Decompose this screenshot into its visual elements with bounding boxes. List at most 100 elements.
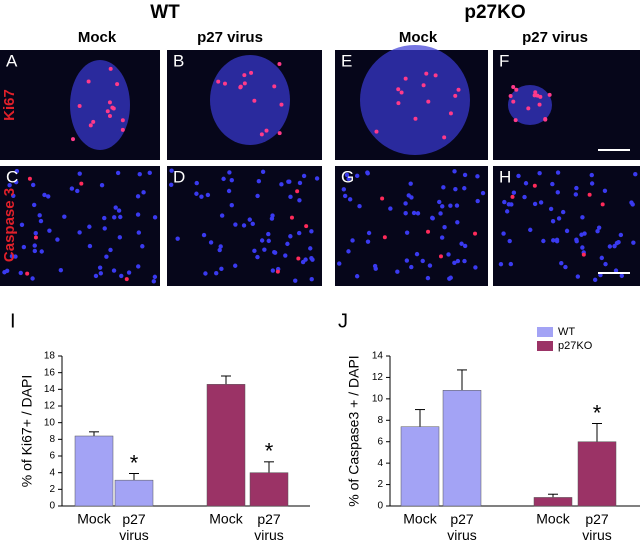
stain-dot (120, 118, 125, 123)
nucleus (550, 181, 555, 187)
nucleus (140, 244, 145, 249)
nucleus (346, 249, 351, 254)
stain-dot (433, 73, 438, 78)
y-tick-label: 16 (44, 367, 56, 378)
nucleus (427, 263, 433, 268)
nucleus (111, 268, 117, 273)
stain-dot (533, 90, 538, 95)
nucleus (266, 231, 271, 237)
stain-dot (289, 215, 294, 220)
nucleus (599, 255, 605, 261)
stain-dot (105, 109, 110, 114)
nucleus (346, 176, 351, 182)
nucleus (98, 271, 104, 276)
nucleus (112, 215, 117, 220)
nucleus (262, 247, 267, 252)
stain-dot (27, 176, 32, 181)
nucleus (602, 188, 608, 193)
stain-dot (111, 106, 116, 111)
nucleus (508, 261, 514, 267)
nucleus (47, 228, 52, 233)
nucleus (440, 204, 445, 209)
nucleus (151, 279, 156, 284)
stain-dot (396, 87, 401, 92)
nucleus (475, 198, 480, 204)
cell-cluster (360, 45, 470, 155)
nucleus (233, 222, 238, 227)
y-tick-label: 4 (49, 467, 55, 478)
stain-dot (514, 87, 519, 92)
x-tick-label: p27 virus (447, 511, 477, 543)
nucleus (403, 211, 408, 216)
nucleus (498, 261, 504, 267)
nucleus (442, 225, 447, 230)
stain-dot (279, 102, 284, 107)
nucleus (141, 190, 146, 195)
nucleus (279, 182, 284, 187)
nucleus (219, 266, 224, 272)
panel-letter: A (6, 51, 18, 70)
nucleus (168, 182, 174, 187)
stain-dot (33, 235, 38, 240)
stain-dot (396, 101, 401, 106)
panel-letter: F (499, 51, 509, 70)
group-title: WT (150, 2, 180, 23)
y-tick-label: 12 (44, 401, 56, 412)
nucleus (548, 206, 554, 212)
nucleus (255, 193, 260, 199)
nucleus (589, 172, 594, 178)
stain-dot (107, 100, 112, 105)
panel-label: I (10, 310, 16, 332)
nucleus (403, 201, 408, 206)
nucleus (501, 231, 506, 236)
legend-label: WT (558, 326, 575, 338)
stain-dot (259, 132, 264, 137)
nucleus (93, 273, 99, 279)
x-tick-label: Mock (77, 511, 111, 527)
stain-dot (543, 117, 548, 122)
nucleus (118, 214, 123, 220)
y-tick-label: 6 (377, 436, 383, 447)
nucleus (502, 199, 507, 205)
nucleus (87, 224, 92, 229)
nucleus (31, 202, 37, 208)
nucleus (425, 275, 431, 281)
stain-dot (508, 93, 513, 98)
nucleus (414, 251, 420, 257)
nucleus (99, 182, 105, 188)
stain-dot (382, 235, 387, 240)
nucleus (252, 248, 257, 254)
stain-dot (264, 128, 269, 133)
nucleus (395, 269, 400, 274)
nucleus (14, 179, 19, 185)
nucleus (21, 244, 27, 250)
y-tick-label: 12 (372, 372, 384, 383)
nucleus (14, 168, 20, 174)
x-tick-label: Mock (209, 511, 243, 527)
nucleus (596, 225, 602, 230)
nucleus (344, 172, 350, 178)
nucleus (77, 230, 82, 235)
nucleus (555, 170, 561, 175)
y-tick-label: 10 (44, 417, 56, 428)
nucleus (55, 237, 60, 242)
stain-dot (513, 118, 518, 123)
nucleus (309, 255, 314, 261)
y-tick-label: 10 (372, 393, 384, 404)
y-tick-label: 18 (44, 351, 56, 362)
nucleus (337, 261, 342, 266)
nucleus (247, 217, 252, 222)
nucleus (108, 247, 113, 253)
nucleus (314, 176, 320, 181)
stain-dot (277, 61, 282, 66)
stain-dot (413, 116, 418, 121)
panel-letter: G (341, 167, 354, 186)
nucleus (117, 235, 123, 240)
stain-dot (275, 269, 280, 274)
nucleus (62, 214, 67, 219)
stain-dot (442, 135, 447, 140)
nucleus (309, 229, 314, 234)
nucleus (19, 222, 25, 227)
nucleus (613, 268, 619, 273)
